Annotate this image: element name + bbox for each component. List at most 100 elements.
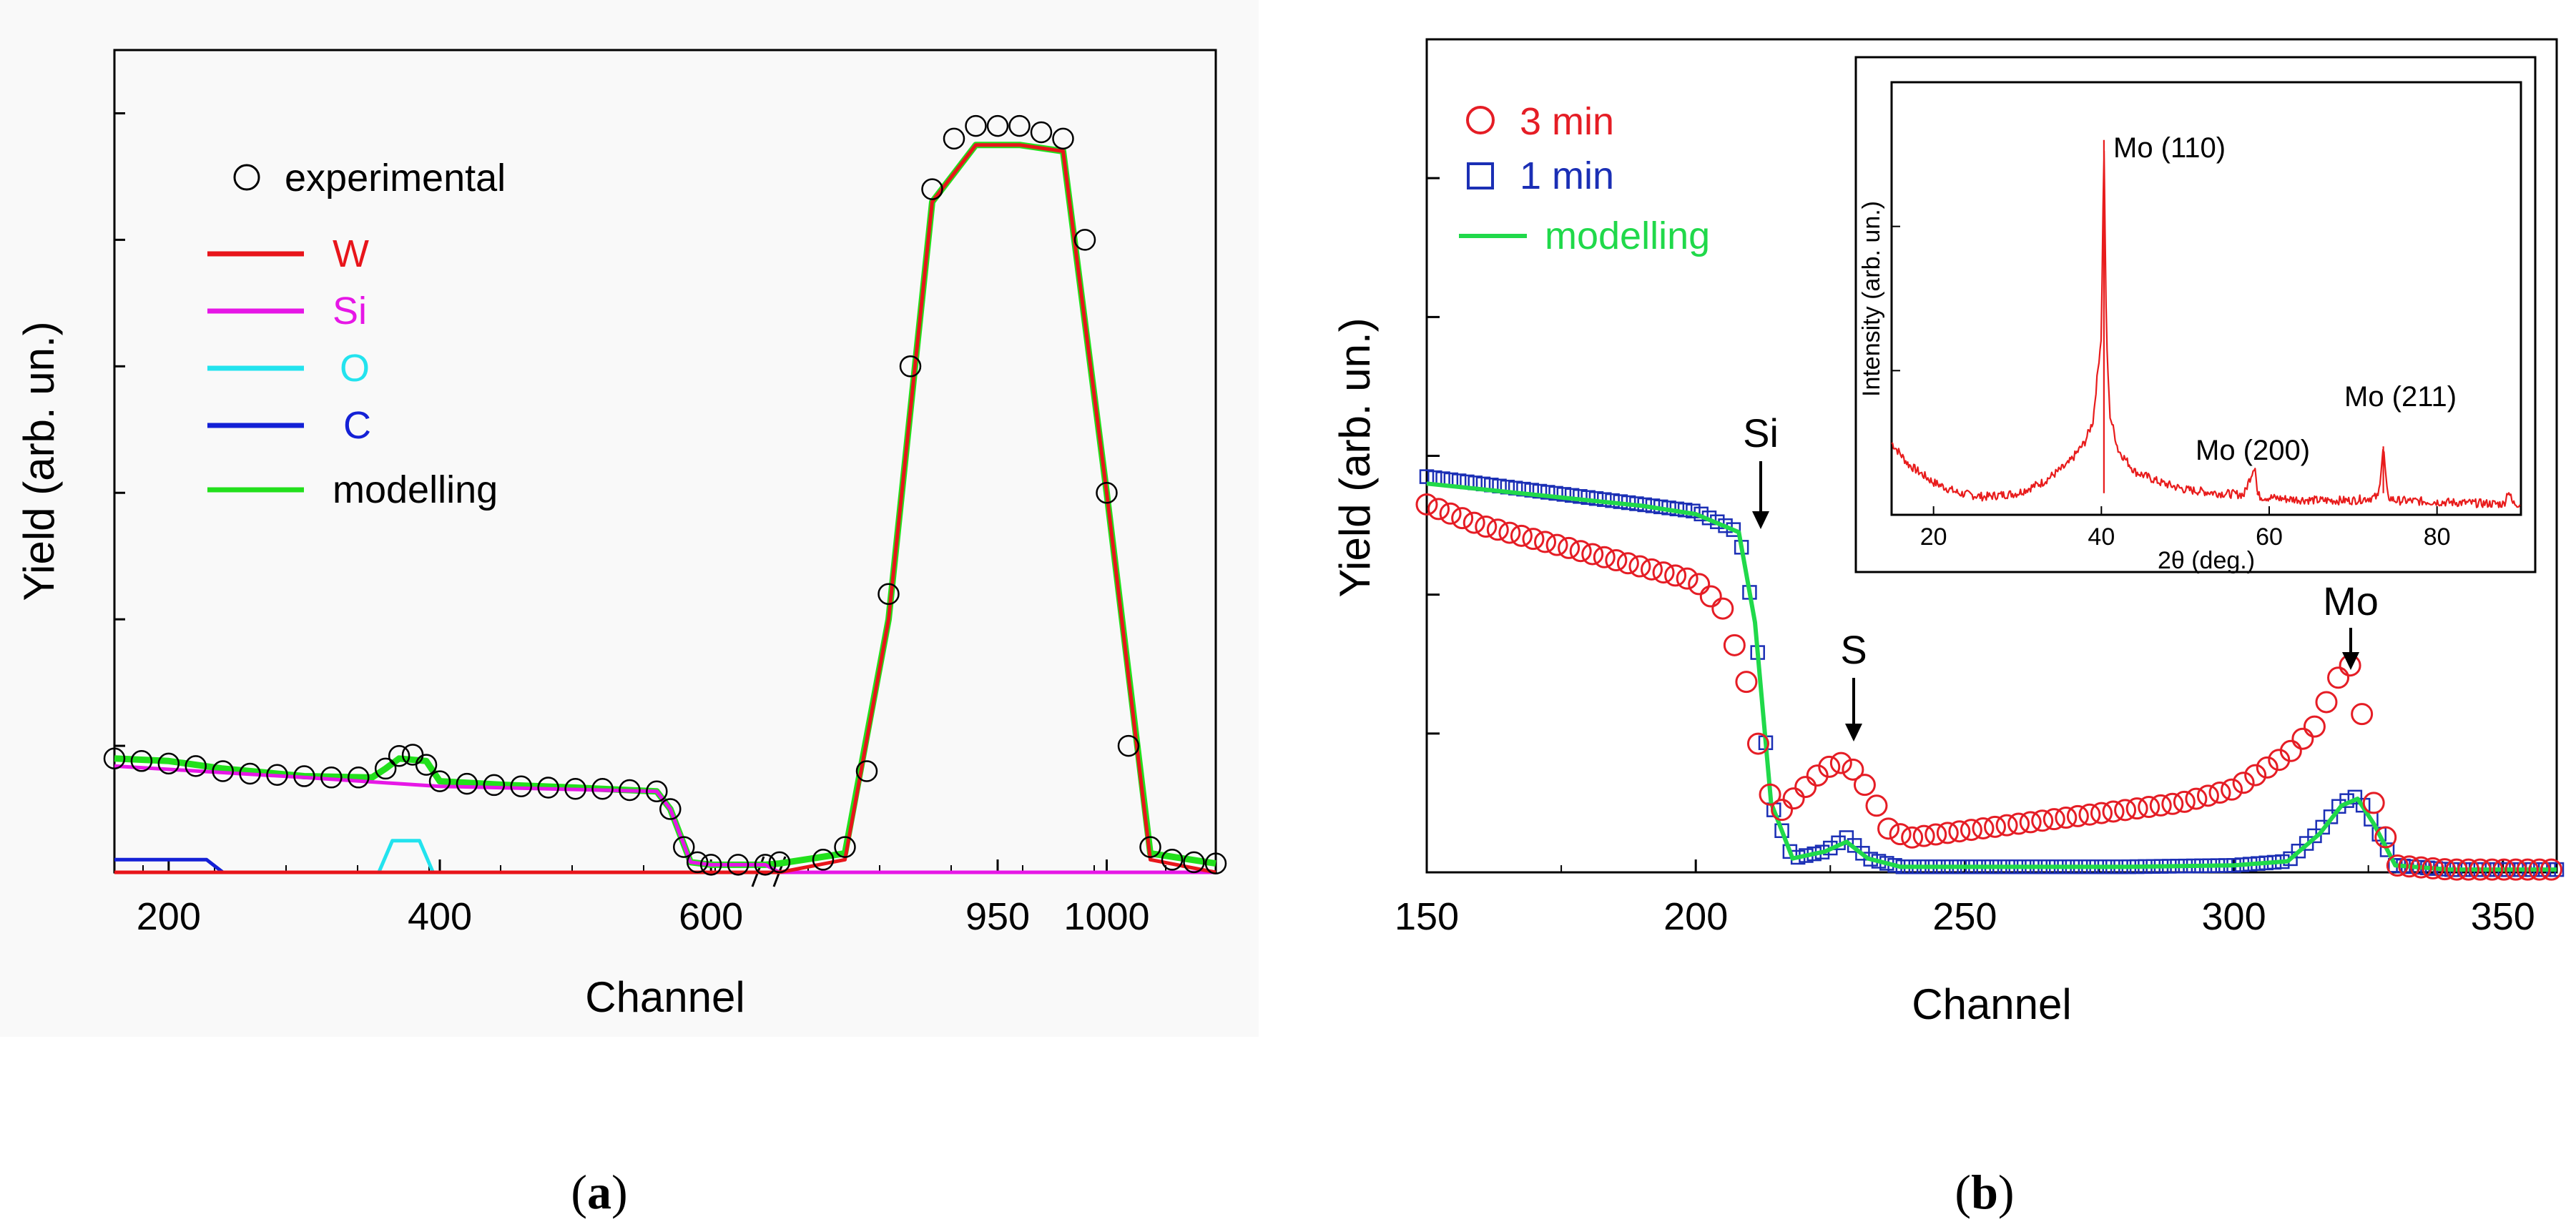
experimental-point xyxy=(986,114,1009,137)
experimental-point xyxy=(537,777,559,799)
panel-a: 200 400 600 950 1000 Channel Yield (arb. un.… xyxy=(0,0,1259,1037)
series-3min-point xyxy=(2279,739,2302,762)
experimental-point xyxy=(510,775,532,797)
series-1min-point xyxy=(2371,827,2386,842)
experimental-point xyxy=(591,777,614,800)
series-3min-point xyxy=(1475,516,1498,538)
experimental-point xyxy=(877,583,900,606)
panel-b-x-tick-label: 200 xyxy=(1663,895,1728,938)
inset-x-tick-label: 60 xyxy=(2256,523,2283,551)
experimental-point xyxy=(456,772,478,795)
experimental-point xyxy=(348,767,370,789)
inset-annotation-mo110: Mo (110) xyxy=(2113,132,2226,164)
inset-axes-frame xyxy=(1890,81,2522,516)
panel-b-annotations: Si S Mo xyxy=(1743,410,2379,741)
annotation-s-arrow-head xyxy=(1845,724,1862,741)
experimental-point xyxy=(646,780,668,803)
series-3min-point xyxy=(2007,812,2030,835)
panel-b-x-ticks: 150 200 250 300 350 xyxy=(1395,859,2535,938)
series-3min-point xyxy=(2114,799,2137,822)
series-3min-point xyxy=(1605,549,1628,572)
series-3min-point xyxy=(1806,764,1829,787)
series-3min-point xyxy=(2445,858,2468,881)
experimental-point xyxy=(293,765,315,787)
legend-3min-marker xyxy=(1466,106,1495,134)
series-1min-point xyxy=(2323,809,2339,824)
series-3min-point xyxy=(1628,555,1651,578)
series-3min-point xyxy=(1829,751,1852,774)
series-3min-point xyxy=(2374,826,2397,849)
series-1min-point xyxy=(1556,487,1572,502)
inset-annotation-mo200: Mo (200) xyxy=(2196,435,2310,466)
series-3min-point xyxy=(1865,794,1888,817)
series-3min-point xyxy=(1771,799,1794,822)
experimental-point xyxy=(130,750,153,772)
experimental-point xyxy=(1073,229,1096,251)
experimental-point xyxy=(921,178,943,200)
series-1min-point xyxy=(1573,489,1588,504)
series-3min-point xyxy=(1439,502,1462,525)
series-1min-point xyxy=(2347,789,2363,805)
panel-a-x-tick-label: 600 xyxy=(679,895,743,938)
series-3min-point xyxy=(1581,543,1604,566)
experimental-point xyxy=(320,767,343,789)
panel-b-x-tick-label: 250 xyxy=(1932,895,1997,938)
panel-a-x-tick-label: 1000 xyxy=(1063,895,1149,938)
series-3min-point xyxy=(2090,802,2113,824)
series-3min-point xyxy=(1593,546,1616,568)
series-3min-point xyxy=(2504,858,2527,881)
series-3min-point xyxy=(1427,498,1450,521)
series-3min-point xyxy=(2138,796,2160,819)
series-3min-point xyxy=(2351,703,2374,726)
experimental-point xyxy=(185,755,207,777)
series-modelling-b-line xyxy=(1426,481,2557,872)
series-3min-point xyxy=(2078,803,2101,826)
series-3min-point xyxy=(1889,823,1912,846)
series-3min-point xyxy=(1616,552,1639,575)
series-3min-point xyxy=(1877,817,1900,840)
panel-b-y-axis-label: Yield (arb. un.) xyxy=(1331,317,1379,597)
series-1min-point xyxy=(2355,797,2371,813)
series-3min-point xyxy=(1415,493,1438,516)
series-3min-point xyxy=(2208,782,2231,804)
series-3min-point xyxy=(1534,531,1557,553)
annotation-si: Si xyxy=(1743,410,1779,455)
series-3min-point xyxy=(2055,806,2078,829)
series-3min-point xyxy=(2492,858,2515,881)
experimental-point xyxy=(899,355,922,378)
series-3min-point xyxy=(2196,784,2219,807)
panel-a-x-axis-label: Channel xyxy=(585,973,745,1021)
panel-b-legend: 3 min 1 min modelling xyxy=(1459,100,1710,257)
legend-3min-label: 3 min xyxy=(1520,100,1614,143)
inset-annotation-mo211: Mo (211) xyxy=(2344,381,2457,413)
experimental-point xyxy=(239,762,261,785)
caption-a: (a) xyxy=(571,1165,627,1219)
annotation-mo: Mo xyxy=(2323,578,2379,624)
series-3min-point xyxy=(2066,804,2089,827)
experimental-point xyxy=(699,854,722,876)
series-3min-point xyxy=(2457,858,2480,881)
series-1min-point xyxy=(2379,842,2395,857)
series-3min-point xyxy=(2315,691,2338,714)
inset-x-ticks: 20 40 60 80 xyxy=(1920,506,2451,551)
legend-w-label: W xyxy=(333,232,369,275)
series-3min-point xyxy=(2221,778,2243,801)
series-3min-point xyxy=(2481,858,2504,881)
experimental-point xyxy=(415,754,438,776)
panel-a-series xyxy=(103,114,1227,876)
experimental-point xyxy=(619,779,641,802)
experimental-point xyxy=(1030,121,1053,144)
series-3min-point xyxy=(1746,732,1769,755)
series-1min-point xyxy=(2291,843,2306,859)
experimental-point xyxy=(266,764,288,787)
experimental-point xyxy=(727,854,749,876)
series-1min-point xyxy=(1774,823,1789,838)
series-3min-point xyxy=(1960,819,1982,842)
series-3min-point xyxy=(1995,814,2018,837)
panel-a-x-tick-label: 950 xyxy=(965,895,1030,938)
inset-xrd: 20 40 60 80 2θ (deg.) Intensity (arb. un.) … xyxy=(1854,56,2537,574)
series-3min-point xyxy=(2362,792,2385,814)
series-3min-point xyxy=(1948,820,1971,843)
series-3min-point xyxy=(2232,772,2255,794)
series-1min-point xyxy=(2315,819,2330,835)
